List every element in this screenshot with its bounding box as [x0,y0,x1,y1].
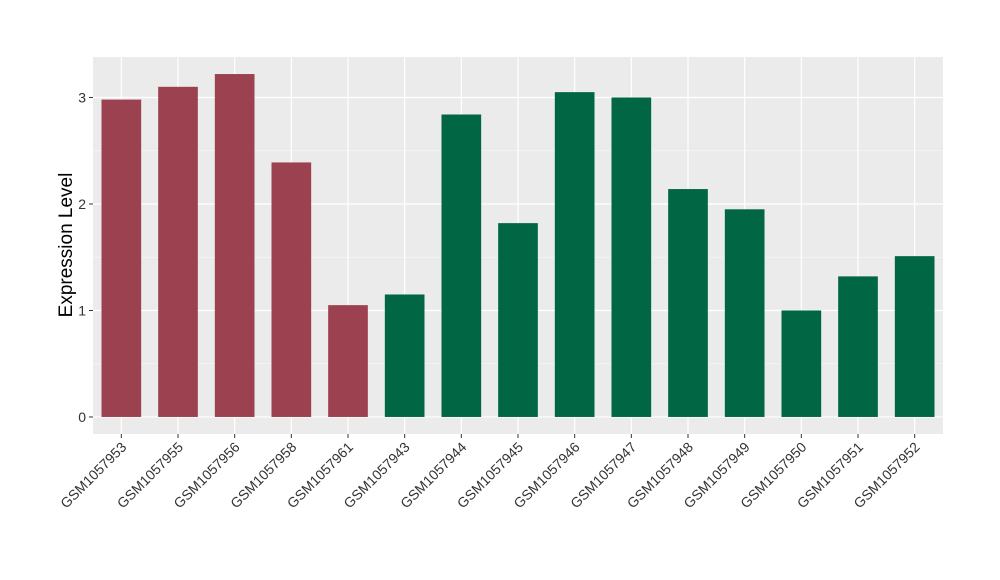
bar-GSM1057955 [158,86,198,417]
bar-GSM1057945 [498,223,538,417]
bar-GSM1057948 [668,189,708,417]
y-tick-label: 0 [78,409,86,425]
bars [101,74,935,417]
bar-GSM1057952 [894,256,935,417]
y-tick-label: 3 [78,89,86,105]
bar-GSM1057961 [328,305,368,417]
bar-GSM1057947 [611,97,652,417]
y-tick-label: 2 [78,196,86,212]
y-tick-label: 1 [78,302,86,318]
bar-GSM1057953 [101,99,142,417]
bar-GSM1057956 [214,74,255,417]
x-axis: GSM1057953GSM1057955GSM1057956GSM1057958… [57,434,923,511]
y-axis-title: Expression Level [56,173,77,318]
bar-GSM1057943 [384,294,425,417]
bar-GSM1057958 [271,162,312,417]
bar-GSM1057950 [781,310,822,417]
y-axis: 0 1 2 3 [78,89,93,425]
bar-GSM1057949 [724,209,765,417]
bar-GSM1057946 [554,92,595,417]
bar-GSM1057944 [441,114,482,417]
bar-GSM1057951 [838,276,878,417]
